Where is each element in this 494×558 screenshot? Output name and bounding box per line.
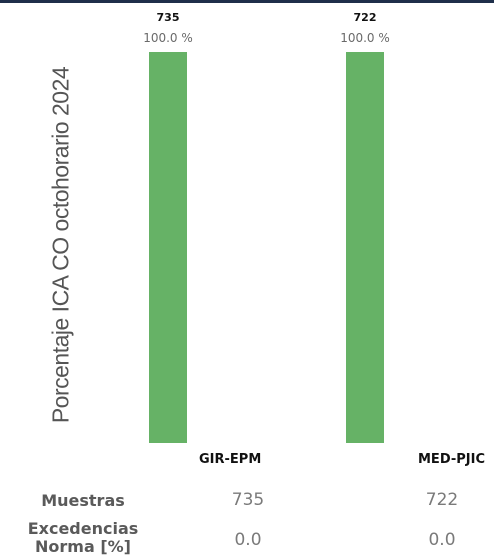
row-label-excedencias: Excedencias Norma [%] — [27, 519, 139, 556]
category-label-gir-epm: GIR-EPM — [199, 452, 262, 467]
category-label-med-pjic: MED-PJIC — [418, 452, 485, 467]
percent-label-gir-epm: 100.0 % — [143, 31, 193, 45]
bar-med-pjic — [346, 52, 384, 443]
percent-label-med-pjic: 100.0 % — [340, 31, 390, 45]
count-label-med-pjic: 722 — [354, 11, 377, 24]
top-rule — [0, 0, 494, 3]
muestras-value-med-pjic: 722 — [425, 490, 459, 510]
bar-gir-epm — [149, 52, 187, 443]
row-label-muestras: Muestras — [41, 491, 125, 510]
count-label-gir-epm: 735 — [157, 11, 180, 24]
y-axis-label: Porcentaje ICA CO octohorario 2024 — [47, 66, 74, 424]
muestras-value-gir-epm: 735 — [231, 490, 265, 510]
excedencias-value-med-pjic: 0.0 — [428, 530, 456, 550]
excedencias-value-gir-epm: 0.0 — [234, 530, 262, 550]
